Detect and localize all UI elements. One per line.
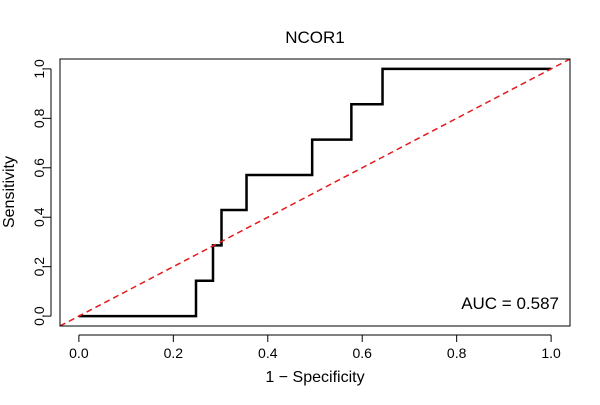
y-axis-label: Sensitivity	[1, 156, 18, 228]
y-tick-label: 0.4	[31, 207, 47, 227]
plot-frame	[59, 58, 571, 327]
x-tick-label: 0.8	[447, 345, 467, 361]
auc-annotation: AUC = 0.587	[461, 294, 559, 313]
y-tick-label: 0.8	[31, 108, 47, 128]
y-tick-label: 1.0	[31, 59, 47, 79]
y-tick-label: 0.6	[31, 158, 47, 178]
y-tick-label: 0.0	[31, 306, 47, 326]
x-tick-label: 0.2	[164, 345, 184, 361]
y-tick-label: 0.2	[31, 257, 47, 277]
chart-title: NCOR1	[285, 28, 345, 47]
x-tick-label: 0.0	[69, 345, 89, 361]
x-tick-label: 0.6	[352, 345, 372, 361]
x-tick-label: 1.0	[541, 345, 561, 361]
x-tick-label: 0.4	[258, 345, 278, 361]
roc-curve-line	[78, 67, 552, 318]
plot-area	[60, 59, 570, 326]
chance-diagonal-line	[60, 59, 570, 326]
x-axis-label: 1 − Specificity	[265, 369, 364, 386]
